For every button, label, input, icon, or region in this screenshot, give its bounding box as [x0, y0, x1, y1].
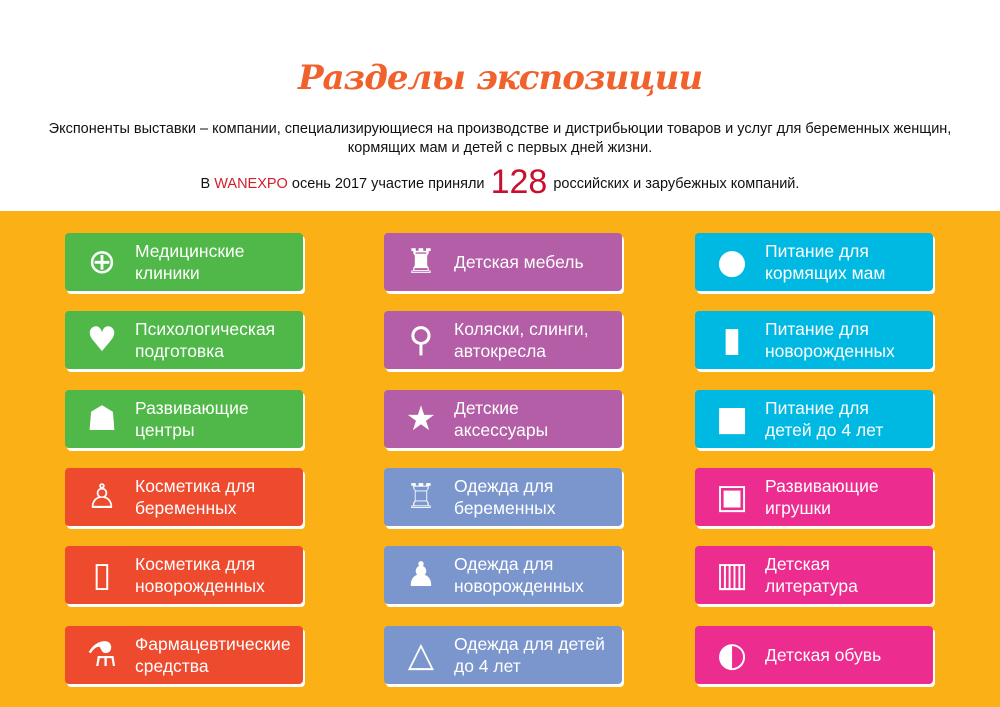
- description: Экспоненты выставки – компании, специали…: [48, 121, 952, 156]
- section-card[interactable]: ⚲ Коляски, слинги, автокресла: [384, 311, 622, 369]
- sections-panel: ⊕ Медицинские клиники ♥ Психологическая под…: [0, 211, 1000, 707]
- section-label: Фармацевтические средства: [135, 634, 291, 676]
- family-hands-icon: ♥: [86, 320, 118, 360]
- section-label: Косметика для беременных: [135, 476, 256, 518]
- section-card[interactable]: ◐ Детская обувь: [695, 626, 933, 684]
- section-label: Питание для детей до 4 лет: [765, 398, 884, 440]
- fruits-icon: ●: [717, 242, 747, 282]
- baby-bodysuit-icon: ♟: [405, 555, 437, 595]
- baby-shoes-icon: ◐: [717, 635, 747, 675]
- section-label: Детская обувь: [765, 645, 882, 665]
- section-label: Одежда для детей до 4 лет: [454, 634, 605, 676]
- baby-bottle-icon: ▮: [722, 320, 742, 360]
- medical-kit-icon: ⊕: [87, 242, 117, 282]
- section-card[interactable]: ♟ Одежда для новорожденных: [384, 546, 622, 604]
- section-label: Детская мебель: [454, 252, 584, 272]
- company-count: 128: [490, 163, 548, 201]
- section-label: Развивающие центры: [135, 398, 249, 440]
- pharmacy-flasks-icon: ⚗: [86, 635, 118, 675]
- header: Разделы экспозиции Экспоненты выставки –…: [0, 0, 1000, 211]
- section-card[interactable]: ▮ Питание для новорожденных: [695, 311, 933, 369]
- section-card[interactable]: ● Питание для кормящих мам: [695, 233, 933, 291]
- section-label: Развивающие игрушки: [765, 476, 879, 518]
- baby-food-jar-icon: ■: [715, 399, 749, 439]
- section-card[interactable]: ♥ Психологическая подготовка: [65, 311, 303, 369]
- section-card[interactable]: ♜ Детская мебель: [384, 233, 622, 291]
- page-title: Разделы экспозиции: [297, 58, 703, 98]
- stat-prefix: В: [200, 176, 211, 192]
- child-furniture-icon: ♜: [405, 242, 437, 282]
- section-card[interactable]: ⚗ Фармацевтические средства: [65, 626, 303, 684]
- sweater-icon: ♖: [405, 477, 437, 517]
- stat-middle: осень 2017 участие приняли: [291, 176, 485, 192]
- section-card[interactable]: ♖ Одежда для беременных: [384, 468, 622, 526]
- section-label: Детские аксессуары: [454, 398, 549, 440]
- section-label: Детская литература: [765, 554, 858, 596]
- perfume-icon: ♙: [86, 477, 118, 517]
- section-label: Психологическая подготовка: [135, 319, 276, 361]
- section-label: Коляски, слинги, автокресла: [454, 319, 589, 361]
- reading-person-icon: ☗: [86, 399, 118, 439]
- section-card[interactable]: ▣ Развивающие игрушки: [695, 468, 933, 526]
- crib-mobile-icon: ★: [405, 399, 437, 439]
- section-label: Одежда для новорожденных: [454, 554, 584, 596]
- section-label: Питание для кормящих мам: [765, 241, 886, 283]
- stroller-icon: ⚲: [408, 320, 434, 360]
- section-card[interactable]: ♙ Косметика для беременных: [65, 468, 303, 526]
- section-label: Одежда для беременных: [454, 476, 556, 518]
- abc-blocks-icon: ▣: [715, 477, 749, 517]
- open-book-icon: ▥: [715, 555, 749, 595]
- section-label: Медицинские клиники: [135, 241, 245, 283]
- section-card[interactable]: ■ Питание для детей до 4 лет: [695, 390, 933, 448]
- section-card[interactable]: ★ Детские аксессуары: [384, 390, 622, 448]
- dress-hanger-icon: △: [407, 635, 435, 675]
- section-card[interactable]: ▥ Детская литература: [695, 546, 933, 604]
- brand-name: WANEXPO: [214, 176, 288, 192]
- section-card[interactable]: ☗ Развивающие центры: [65, 390, 303, 448]
- section-card[interactable]: ▯ Косметика для новорожденных: [65, 546, 303, 604]
- section-label: Косметика для новорожденных: [135, 554, 265, 596]
- stat-suffix: российских и зарубежных компаний.: [553, 176, 800, 192]
- section-card[interactable]: △ Одежда для детей до 4 лет: [384, 626, 622, 684]
- participation-stat: В WANEXPO осень 2017 участие приняли 128…: [0, 163, 1000, 202]
- section-label: Питание для новорожденных: [765, 319, 895, 361]
- section-card[interactable]: ⊕ Медицинские клиники: [65, 233, 303, 291]
- lotion-bottles-icon: ▯: [92, 555, 112, 595]
